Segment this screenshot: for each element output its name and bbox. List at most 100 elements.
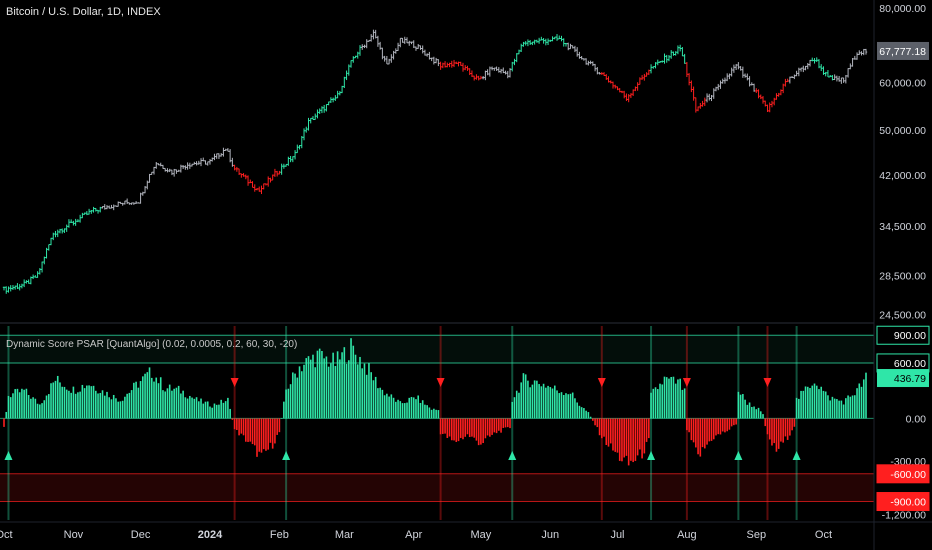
price-bar xyxy=(710,95,713,102)
price-bar xyxy=(74,218,77,226)
price-bar xyxy=(842,77,845,83)
price-bar xyxy=(596,67,599,75)
price-bar xyxy=(233,164,236,171)
price-bar xyxy=(723,77,727,84)
score-bar xyxy=(542,383,545,419)
price-bar xyxy=(755,88,758,94)
score-bar xyxy=(515,390,518,419)
price-bar xyxy=(329,97,333,103)
score-bar xyxy=(793,418,796,427)
price-bar xyxy=(146,180,149,190)
score-bar xyxy=(211,407,214,419)
score-bar xyxy=(323,358,325,419)
price-bar xyxy=(775,93,778,100)
price-bar xyxy=(860,51,863,56)
score-bar xyxy=(531,384,534,419)
price-bar xyxy=(678,44,682,52)
score-bar xyxy=(168,384,171,419)
score-bar xyxy=(236,418,238,431)
price-bar xyxy=(851,58,854,67)
price-bar xyxy=(27,279,30,284)
price-bar xyxy=(405,37,409,44)
price-bar xyxy=(793,74,796,80)
score-bar xyxy=(784,418,787,437)
price-bar xyxy=(524,41,527,46)
score-bar xyxy=(751,406,753,419)
price-bar xyxy=(2,286,6,291)
price-bar xyxy=(766,104,769,112)
score-bar xyxy=(845,398,847,419)
price-bar xyxy=(477,75,480,81)
price-bar xyxy=(575,47,579,57)
score-bar xyxy=(61,386,64,419)
price-bar xyxy=(249,179,252,184)
price-bar xyxy=(403,36,406,44)
score-bar xyxy=(296,377,299,419)
price-bar xyxy=(542,38,545,44)
time-tick-label: Apr xyxy=(405,529,422,541)
score-bar xyxy=(341,352,343,419)
price-bar xyxy=(811,57,814,62)
price-bar xyxy=(446,62,449,68)
price-bar xyxy=(215,153,218,159)
price-bar xyxy=(743,73,747,78)
score-bar xyxy=(553,385,556,419)
score-bar xyxy=(119,401,122,419)
score-bar xyxy=(180,393,182,419)
score-bar xyxy=(730,418,733,427)
score-bar xyxy=(175,387,178,419)
score-bar xyxy=(847,395,849,419)
osc-tick-label: 600.00 xyxy=(894,358,926,370)
price-bar xyxy=(271,174,274,181)
score-bar xyxy=(14,389,16,419)
price-tick-label: 50,000.00 xyxy=(879,125,926,137)
score-bar xyxy=(195,397,198,419)
score-bar xyxy=(500,418,502,433)
score-bar xyxy=(712,418,715,440)
score-bar xyxy=(294,373,296,419)
score-bar xyxy=(719,418,722,435)
score-bar xyxy=(247,418,249,442)
price-bar xyxy=(318,108,321,114)
price-bar xyxy=(36,271,39,278)
score-bar xyxy=(545,387,547,419)
score-bar xyxy=(50,383,52,419)
price-bar xyxy=(394,48,398,54)
price-bar xyxy=(132,202,136,205)
time-tick-label: Aug xyxy=(677,529,697,541)
score-bar xyxy=(697,418,699,455)
price-bar xyxy=(658,61,662,64)
price-bar xyxy=(616,86,619,91)
score-bar xyxy=(32,397,34,419)
score-bar xyxy=(771,418,773,446)
price-bar xyxy=(168,168,171,173)
price-tick-label: 24,500.00 xyxy=(879,310,926,322)
score-bar xyxy=(558,393,561,419)
score-bar xyxy=(280,418,283,419)
price-bar xyxy=(569,43,572,50)
price-bar xyxy=(528,40,532,45)
price-bar xyxy=(105,205,109,210)
sell-signal-arrow xyxy=(763,378,772,387)
score-bar xyxy=(450,418,453,441)
score-bar xyxy=(157,383,160,419)
price-bar xyxy=(273,168,277,177)
score-bar xyxy=(540,386,543,419)
score-bar xyxy=(858,383,861,419)
price-bar xyxy=(159,162,162,167)
price-bar xyxy=(284,163,288,167)
score-bar xyxy=(325,356,328,419)
score-bar xyxy=(321,351,323,419)
price-bar xyxy=(204,160,207,165)
price-bar xyxy=(52,232,55,241)
price-bar xyxy=(855,52,859,60)
indicator-title: Dynamic Score PSAR [QuantAlgo] (0.02, 0.… xyxy=(6,339,298,350)
score-bar xyxy=(153,381,155,419)
score-bar xyxy=(634,418,637,461)
score-bar xyxy=(683,388,686,419)
price-bar xyxy=(732,64,736,73)
score-bar xyxy=(79,391,81,419)
price-bar xyxy=(725,73,729,82)
score-bar xyxy=(670,376,673,419)
score-bar xyxy=(708,418,711,442)
